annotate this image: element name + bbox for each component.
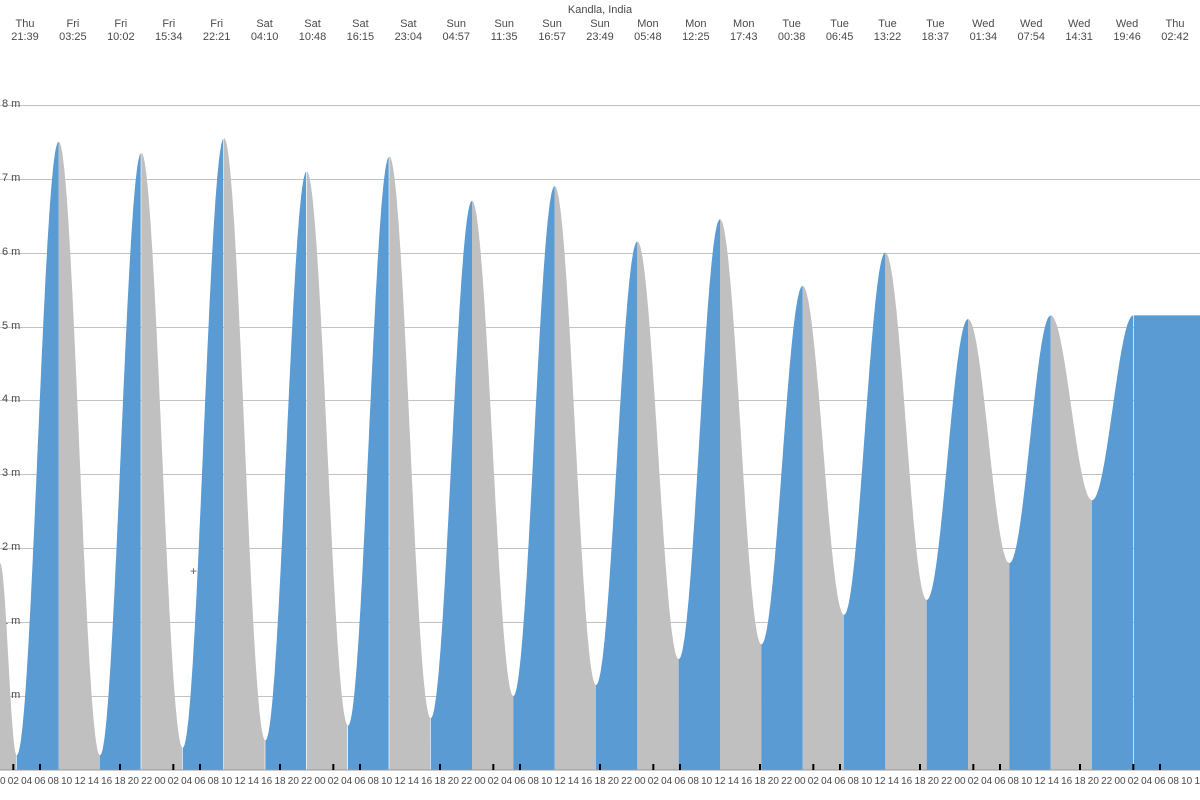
- tide-falling-area: [141, 153, 182, 770]
- day-night-tick: [1132, 764, 1134, 770]
- tide-falling-area: [555, 186, 596, 770]
- tide-rising-area: [1009, 315, 1050, 770]
- tide-rising-area: [679, 219, 720, 770]
- day-night-tick: [919, 764, 921, 770]
- day-night-tick: [679, 764, 681, 770]
- tide-rising-area: [513, 186, 554, 770]
- tide-rising-area: [1134, 315, 1200, 770]
- day-night-tick: [492, 764, 494, 770]
- day-night-tick: [359, 764, 361, 770]
- tide-chart: +: [0, 0, 1200, 800]
- tide-rising-area: [1092, 315, 1133, 770]
- day-night-tick: [1159, 764, 1161, 770]
- day-night-tick: [439, 764, 441, 770]
- day-night-tick: [599, 764, 601, 770]
- day-night-tick: [172, 764, 174, 770]
- day-night-tick: [519, 764, 521, 770]
- day-night-tick: [12, 764, 14, 770]
- tide-falling-area: [720, 219, 761, 770]
- tide-rising-area: [100, 153, 141, 770]
- day-night-tick: [119, 764, 121, 770]
- tide-falling-area: [885, 253, 926, 770]
- day-night-tick: [839, 764, 841, 770]
- tide-falling-area: [803, 286, 844, 770]
- tide-rising-area: [761, 286, 802, 770]
- day-night-tick: [279, 764, 281, 770]
- x-axis-tick-label: 12: [1192, 776, 1200, 787]
- day-night-tick: [199, 764, 201, 770]
- tide-rising-area: [844, 253, 885, 770]
- day-night-tick: [332, 764, 334, 770]
- tide-falling-area: [389, 157, 430, 771]
- tide-rising-area: [431, 201, 472, 770]
- tide-falling-area: [224, 138, 265, 770]
- tide-falling-area: [307, 171, 348, 770]
- day-night-tick: [39, 764, 41, 770]
- tide-falling-area: [59, 142, 100, 770]
- tide-falling-area: [1051, 315, 1092, 770]
- cursor-marker: +: [190, 564, 197, 578]
- day-night-tick: [972, 764, 974, 770]
- day-night-tick: [1079, 764, 1081, 770]
- tide-rising-area: [927, 319, 968, 770]
- day-night-tick: [759, 764, 761, 770]
- tide-falling-area: [968, 319, 1009, 770]
- tide-rising-area: [17, 142, 59, 770]
- tide-falling-area: [637, 242, 678, 771]
- tide-rising-area: [596, 242, 637, 771]
- tide-rising-area: [348, 157, 389, 770]
- day-night-tick: [999, 764, 1001, 770]
- tide-rising-area: [183, 138, 224, 770]
- tide-falling-area: [472, 201, 513, 770]
- tide-falling-area: [0, 563, 16, 770]
- tide-rising-area: [265, 172, 306, 770]
- day-night-tick: [812, 764, 814, 770]
- day-night-tick: [652, 764, 654, 770]
